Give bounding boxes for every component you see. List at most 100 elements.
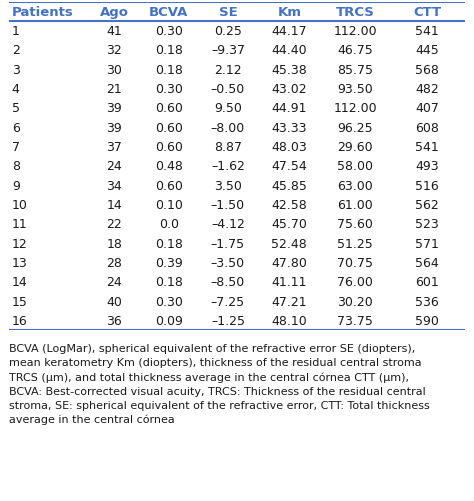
Text: 0.0: 0.0	[159, 218, 179, 231]
Text: 85.75: 85.75	[337, 64, 374, 77]
Text: 11: 11	[12, 218, 27, 231]
Text: 47.80: 47.80	[272, 257, 307, 270]
Text: 568: 568	[415, 64, 439, 77]
Text: –7.25: –7.25	[211, 295, 245, 308]
Text: BCVA (LogMar), spherical equivalent of the refractive error SE (diopters),
mean : BCVA (LogMar), spherical equivalent of t…	[9, 343, 430, 424]
Text: 47.21: 47.21	[272, 295, 307, 308]
Text: 536: 536	[415, 295, 439, 308]
Text: 40: 40	[106, 295, 122, 308]
Bar	[9, 311, 465, 331]
Text: 0.60: 0.60	[155, 121, 182, 134]
Text: 30.20: 30.20	[337, 295, 373, 308]
Text: Patients: Patients	[12, 6, 73, 19]
Bar	[9, 61, 465, 80]
Text: 24: 24	[106, 160, 122, 173]
Bar	[9, 234, 465, 254]
Text: 0.25: 0.25	[214, 25, 242, 38]
Bar	[9, 22, 465, 41]
Text: 407: 407	[415, 102, 439, 115]
Text: 41: 41	[106, 25, 122, 38]
Bar	[9, 138, 465, 157]
Text: 493: 493	[415, 160, 439, 173]
Text: 0.60: 0.60	[155, 102, 182, 115]
Text: 24: 24	[106, 276, 122, 289]
Text: 2: 2	[12, 44, 19, 57]
Text: 48.03: 48.03	[272, 141, 307, 154]
Text: 0.18: 0.18	[155, 44, 182, 57]
Text: 4: 4	[12, 83, 19, 96]
Text: 0.30: 0.30	[155, 83, 182, 96]
Text: 28: 28	[106, 257, 122, 270]
Text: 564: 564	[415, 257, 439, 270]
Text: 96.25: 96.25	[337, 121, 373, 134]
Text: 9: 9	[12, 179, 19, 192]
Bar	[9, 176, 465, 195]
Text: 51.25: 51.25	[337, 237, 373, 250]
Bar	[9, 118, 465, 138]
Text: 45.70: 45.70	[272, 218, 307, 231]
Bar	[9, 273, 465, 292]
Text: –1.50: –1.50	[211, 199, 245, 212]
Text: 3: 3	[12, 64, 19, 77]
Text: 41.11: 41.11	[272, 276, 307, 289]
Text: 9.50: 9.50	[214, 102, 242, 115]
Text: 1: 1	[12, 25, 19, 38]
Text: 45.85: 45.85	[272, 179, 307, 192]
Text: 63.00: 63.00	[337, 179, 373, 192]
Text: 0.09: 0.09	[155, 315, 182, 328]
Text: 70.75: 70.75	[337, 257, 374, 270]
Text: 37: 37	[106, 141, 122, 154]
Text: 541: 541	[415, 141, 439, 154]
Text: 46.75: 46.75	[337, 44, 373, 57]
Bar	[9, 254, 465, 273]
Text: 13: 13	[12, 257, 27, 270]
Text: 45.38: 45.38	[272, 64, 307, 77]
Text: TRCS: TRCS	[336, 6, 375, 19]
Text: 10: 10	[12, 199, 27, 212]
Text: 0.60: 0.60	[155, 179, 182, 192]
Text: 7: 7	[12, 141, 20, 154]
Text: 541: 541	[415, 25, 439, 38]
Text: 608: 608	[415, 121, 439, 134]
Text: 445: 445	[415, 44, 439, 57]
Text: 8: 8	[12, 160, 20, 173]
Text: 16: 16	[12, 315, 27, 328]
Text: 58.00: 58.00	[337, 160, 374, 173]
Text: 48.10: 48.10	[272, 315, 307, 328]
Text: 601: 601	[415, 276, 439, 289]
Text: –8.50: –8.50	[211, 276, 245, 289]
Text: 6: 6	[12, 121, 19, 134]
Text: 0.30: 0.30	[155, 295, 182, 308]
Text: 73.75: 73.75	[337, 315, 373, 328]
Text: 39: 39	[106, 121, 122, 134]
Text: 482: 482	[415, 83, 439, 96]
Text: –0.50: –0.50	[211, 83, 245, 96]
Text: 14: 14	[106, 199, 122, 212]
Text: 76.00: 76.00	[337, 276, 373, 289]
Bar	[9, 41, 465, 61]
Text: 21: 21	[106, 83, 122, 96]
Text: 44.40: 44.40	[272, 44, 307, 57]
Text: –4.12: –4.12	[211, 218, 245, 231]
Text: 112.00: 112.00	[334, 102, 377, 115]
Text: 15: 15	[12, 295, 27, 308]
Text: 61.00: 61.00	[337, 199, 373, 212]
Text: 52.48: 52.48	[272, 237, 307, 250]
Text: 0.60: 0.60	[155, 141, 182, 154]
Text: 43.02: 43.02	[272, 83, 307, 96]
Text: 12: 12	[12, 237, 27, 250]
Text: –1.25: –1.25	[211, 315, 245, 328]
Bar	[9, 157, 465, 176]
Text: 0.18: 0.18	[155, 64, 182, 77]
Text: –3.50: –3.50	[211, 257, 245, 270]
Text: 3.50: 3.50	[214, 179, 242, 192]
Text: –1.75: –1.75	[211, 237, 245, 250]
Text: 571: 571	[415, 237, 439, 250]
Bar	[9, 292, 465, 311]
Text: 30: 30	[106, 64, 122, 77]
Text: Ago: Ago	[100, 6, 128, 19]
Bar	[9, 195, 465, 215]
Bar	[9, 99, 465, 118]
Text: –8.00: –8.00	[211, 121, 245, 134]
Text: 0.30: 0.30	[155, 25, 182, 38]
